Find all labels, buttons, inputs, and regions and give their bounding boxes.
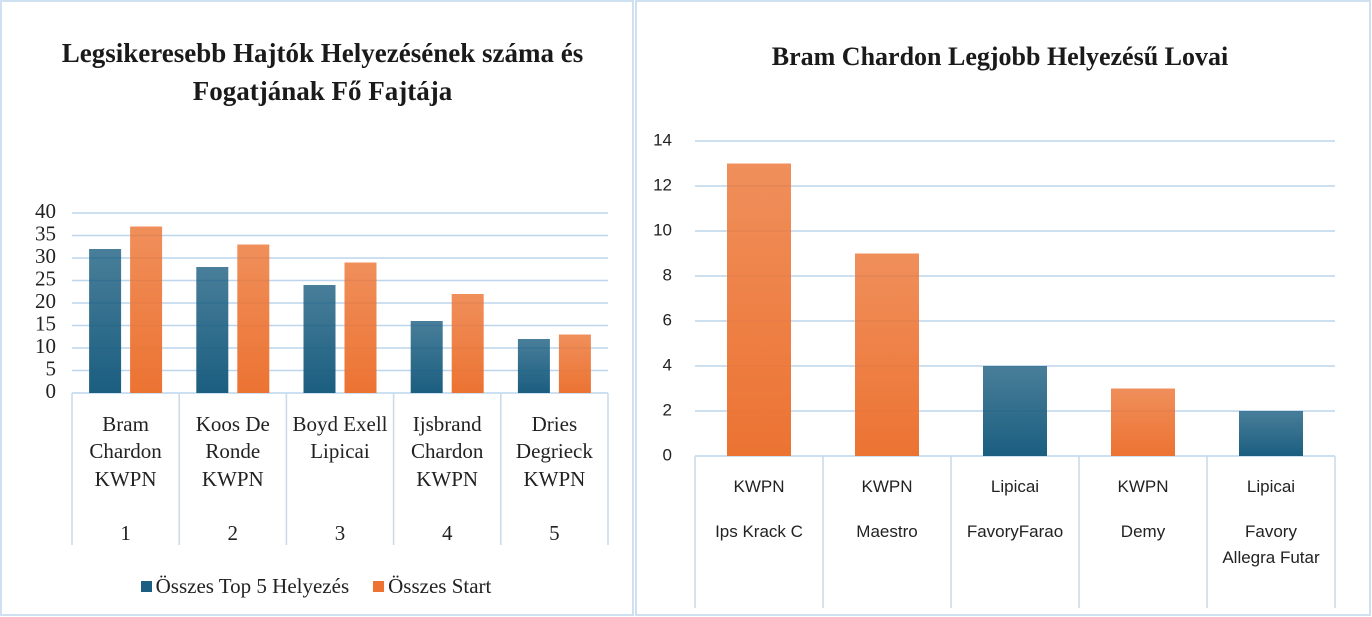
category-name: Ips Krack C [715,522,803,541]
chart-title: Legsikeresebb Hajtók Helyezésének száma … [61,38,584,106]
bar [1111,388,1175,456]
category-name: Bram Chardon [89,412,162,464]
y-tick-label: 0 [46,379,57,403]
y-tick-label: 10 [35,334,56,358]
y-tick-label: 35 [35,221,56,245]
y-tick-label: 25 [35,266,56,290]
bar [89,249,122,393]
category-breed: KWPN [733,477,785,496]
category-name: Boyd Exell [292,412,388,436]
bar [237,244,270,393]
y-tick-label: 15 [35,311,56,335]
y-tick-label: 20 [35,289,56,313]
legend: Összes Top 5 Helyezés Összes Start [0,573,632,600]
panel-border [635,0,1371,616]
category-name: Maestro [856,522,918,541]
category-breed: KWPN [861,477,913,496]
bar [410,321,443,393]
bar [344,262,377,393]
y-tick-label: 0 [663,445,672,464]
category-name: Demy [1120,522,1166,541]
bar [1239,411,1303,456]
category-label: Dries Degrieck KWPN [501,411,608,493]
category-breed: KWPN [523,466,586,491]
bar [983,366,1047,456]
category-label: Bram Chardon KWPN [72,411,179,493]
category-rank: 2 [227,521,239,545]
y-tick-label: 4 [663,355,672,374]
bar [558,334,591,393]
legend-swatch [373,581,385,593]
category-rank: 5 [549,521,560,545]
category-rank: 1 [120,521,131,545]
category-breed: KWPN [1117,477,1169,496]
category-rank: 4 [441,521,453,545]
category-label: Ijsbrand Chardon KWPN [394,411,501,493]
y-tick-label: 40 [35,199,56,223]
y-tick-label: 6 [663,310,672,329]
bar [855,253,919,456]
category-name: Koos De Ronde [195,412,270,464]
y-tick-label: 8 [663,265,672,284]
category-breed: KWPN [416,466,479,491]
bar [303,285,336,393]
y-tick-label: 5 [46,356,57,380]
category-name: FavoryFarao [966,522,1064,541]
bar [130,226,163,393]
bar [727,163,791,456]
category-name: Dries Degrieck [515,412,593,464]
category-label: Boyd Exell Lipicai [286,411,393,466]
category-name: Favory Allegra Futar [1222,522,1320,568]
bar [517,339,550,393]
legend-item: Összes Top 5 Helyezés [140,573,350,600]
legend-label: Összes Start [388,574,492,598]
category-name: Ijsbrand Chardon [411,412,484,464]
y-tick-label: 2 [663,400,672,419]
category-breed: KWPN [201,466,264,491]
y-tick-label: 30 [35,244,56,268]
y-tick-label: 14 [653,130,672,149]
bar [196,267,229,393]
category-breed: Lipicai [990,477,1040,496]
category-breed: KWPN [94,466,157,491]
bar [451,294,484,393]
chart-title: Bram Chardon Legjobb Helyezésű Lovai [771,42,1229,71]
category-breed: Lipicai [310,439,370,464]
legend-label: Összes Top 5 Helyezés [155,574,350,598]
category-label: Koos De Ronde KWPN [179,411,286,493]
legend-item: Összes Start [373,573,491,600]
category-breed: Lipicai [1246,477,1296,496]
y-tick-label: 10 [653,220,672,239]
legend-swatch [140,581,152,593]
panel-border [0,0,634,616]
y-tick-label: 12 [653,175,672,194]
category-rank: 3 [334,521,346,545]
